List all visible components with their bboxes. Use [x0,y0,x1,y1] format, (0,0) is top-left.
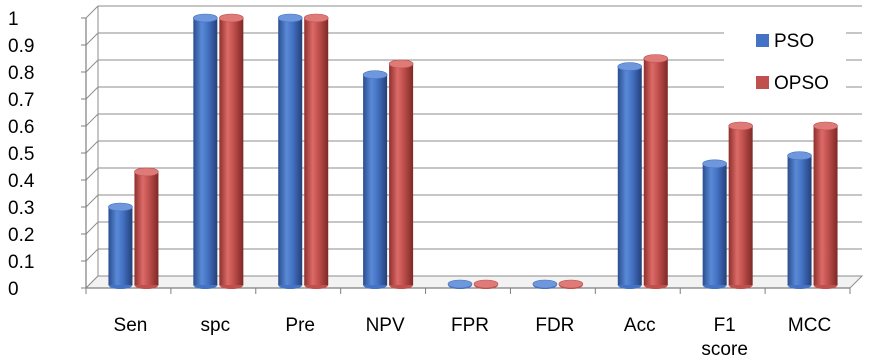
y-tick-label: 0.8 [8,63,34,84]
bar-opso-mcc [813,121,838,289]
bar-pso-fdr [532,279,558,289]
gridline-depth [85,167,99,181]
gridline-depth [85,5,99,19]
gridline-depth [85,113,99,127]
legend-label-opso: OPSO [774,73,829,94]
x-tick-label: F1 [714,315,736,336]
legend-swatch-pso [756,34,769,47]
gridline-depth [85,32,99,46]
bar-pso-spc [193,13,218,289]
bar-pso-acc [617,62,643,289]
x-tick-label: Sen [114,315,148,336]
x-tick-label: score [701,339,747,360]
y-tick-labels: 0 0.1 0.2 0.3 0.4 0.5 0.6 0.7 0.8 0.9 1 [8,9,35,300]
y-tick-label: 0.4 [8,171,35,192]
y-tick-label: 0.2 [8,225,34,246]
x-tick-label: Pre [285,315,315,336]
x-tick-label: Acc [624,315,656,336]
gridline-depth [85,194,99,208]
y-tick-label: 0 [8,279,19,300]
gridline-depth [85,59,99,73]
gridline-depth [85,140,99,154]
x-tick-label: MCC [788,315,831,336]
bar-opso-spc [219,13,244,289]
bar-pso-sen [108,202,133,289]
y-tick-label: 0.3 [8,198,34,219]
y-tick-label: 0.5 [8,144,34,165]
gridline-depth [85,86,99,100]
x-tick-label: FPR [451,315,489,336]
bar-pso-pre [277,13,303,289]
y-tick-label: 0.6 [8,117,34,138]
bar-pso-f1-score [702,159,727,289]
bar-opso-fpr [473,279,499,289]
gridline-depth [85,221,99,235]
x-tick-label: spc [201,315,231,336]
bar-opso-fdr [558,279,584,289]
bar-opso-sen [134,167,159,289]
bar-opso-npv [388,59,414,289]
legend-swatch-opso [756,76,769,89]
x-tick-label: NPV [366,315,405,336]
x-tick-labels: Sen spc Pre NPV FPR FDR Acc F1 score MCC [114,315,832,360]
bar-opso-f1-score [728,121,753,289]
legend: PSO OPSO [724,24,846,100]
legend-label-pso: PSO [774,31,814,52]
bar-pso-npv [362,70,388,289]
y-tick-label: 1 [8,9,19,30]
x-tick-label: FDR [535,315,574,336]
bar-pso-mcc [787,151,812,289]
bars [108,13,838,289]
gridline-depth [85,248,99,262]
legend-box [724,24,846,100]
bar-opso-acc [643,54,669,289]
bar-opso-pre [303,13,329,289]
y-tick-label: 0.1 [8,252,34,273]
y-tick-label: 0.7 [8,90,34,111]
bar-pso-fpr [447,279,473,289]
y-tick-label: 0.9 [8,36,34,57]
